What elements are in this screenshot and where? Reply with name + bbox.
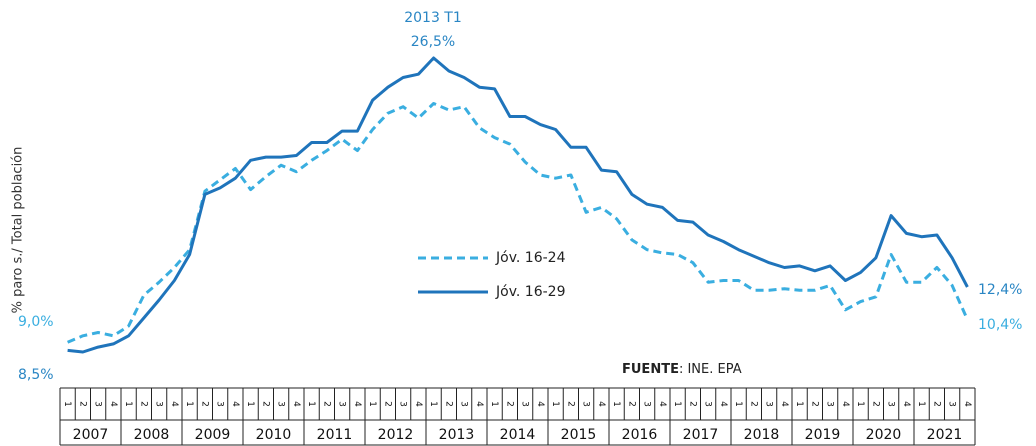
year-label: 2013	[439, 427, 475, 443]
quarter-label: 2	[870, 401, 880, 407]
quarter-label: 2	[260, 401, 270, 407]
quarter-label: 2	[321, 401, 331, 407]
legend-label: Jóv. 16-24	[495, 250, 566, 266]
quarter-label: 4	[962, 401, 972, 407]
quarter-label: 4	[352, 401, 362, 407]
quarter-label: 3	[93, 401, 103, 407]
quarter-label: 4	[230, 401, 240, 407]
quarter-label: 3	[703, 401, 713, 407]
quarter-label: 3	[398, 401, 408, 407]
quarter-label: 2	[504, 401, 514, 407]
y-axis-label: % paro s./ Total población	[11, 147, 26, 314]
quarter-label: 3	[825, 401, 835, 407]
annotation: 9,0%	[18, 314, 54, 330]
quarter-label: 3	[276, 401, 286, 407]
quarter-label: 3	[154, 401, 164, 407]
quarter-label: 4	[535, 401, 545, 407]
annotation: 8,5%	[18, 367, 54, 383]
year-label: 2021	[927, 427, 963, 443]
quarter-label: 1	[62, 401, 72, 407]
quarter-label: 2	[687, 401, 697, 407]
quarter-label: 1	[306, 401, 316, 407]
quarter-label: 3	[947, 401, 957, 407]
annotation: 12,4%	[978, 282, 1022, 298]
quarter-label: 1	[550, 401, 560, 407]
quarter-label: 4	[779, 401, 789, 407]
legend-label: Jóv. 16-29	[495, 284, 565, 300]
series-line	[67, 102, 969, 344]
quarter-label: 2	[382, 401, 392, 407]
quarter-label: 1	[184, 401, 194, 407]
quarter-label: 3	[886, 401, 896, 407]
year-label: 2009	[195, 427, 231, 443]
quarter-label: 1	[489, 401, 499, 407]
quarter-label: 4	[169, 401, 179, 407]
quarter-label: 1	[672, 401, 682, 407]
year-label: 2007	[73, 427, 109, 443]
year-label: 2015	[561, 427, 597, 443]
source-text: : INE. EPA	[679, 362, 742, 377]
year-label: 2008	[134, 427, 170, 443]
quarter-label: 4	[291, 401, 301, 407]
annotation: 10,4%	[978, 317, 1022, 333]
quarter-label: 3	[215, 401, 225, 407]
year-label: 2016	[622, 427, 658, 443]
year-label: 2019	[805, 427, 841, 443]
quarter-label: 4	[596, 401, 606, 407]
quarter-label: 2	[138, 401, 148, 407]
quarter-label: 2	[77, 401, 87, 407]
quarter-label: 2	[931, 401, 941, 407]
quarter-label: 1	[428, 401, 438, 407]
annotation: 26,5%	[411, 34, 455, 50]
quarter-label: 2	[199, 401, 209, 407]
year-label: 2017	[683, 427, 719, 443]
source-label: FUENTE	[622, 362, 679, 377]
quarter-label: 1	[245, 401, 255, 407]
annotation: 2013 T1	[404, 10, 462, 26]
source: FUENTE: INE. EPA	[622, 362, 742, 377]
quarter-label: 3	[581, 401, 591, 407]
quarter-label: 3	[764, 401, 774, 407]
quarter-label: 4	[718, 401, 728, 407]
year-label: 2011	[317, 427, 353, 443]
quarter-label: 1	[611, 401, 621, 407]
quarter-label: 1	[916, 401, 926, 407]
quarter-label: 3	[337, 401, 347, 407]
quarter-label: 2	[565, 401, 575, 407]
quarter-label: 3	[459, 401, 469, 407]
year-label: 2012	[378, 427, 414, 443]
year-label: 2018	[744, 427, 780, 443]
quarter-label: 1	[367, 401, 377, 407]
quarter-label: 3	[642, 401, 652, 407]
quarter-label: 3	[520, 401, 530, 407]
quarter-label: 2	[626, 401, 636, 407]
year-label: 2020	[866, 427, 902, 443]
quarter-label: 4	[474, 401, 484, 407]
quarter-label: 2	[809, 401, 819, 407]
year-label: 2014	[500, 427, 536, 443]
quarter-label: 4	[108, 401, 118, 407]
series-line	[67, 56, 969, 354]
quarter-label: 2	[748, 401, 758, 407]
quarter-label: 2	[443, 401, 453, 407]
year-label: 2010	[256, 427, 292, 443]
quarter-label: 1	[123, 401, 133, 407]
quarter-label: 4	[840, 401, 850, 407]
quarter-label: 4	[901, 401, 911, 407]
quarter-label: 1	[733, 401, 743, 407]
quarter-label: 4	[413, 401, 423, 407]
quarter-label: 1	[794, 401, 804, 407]
quarter-label: 1	[855, 401, 865, 407]
quarter-label: 4	[657, 401, 667, 407]
